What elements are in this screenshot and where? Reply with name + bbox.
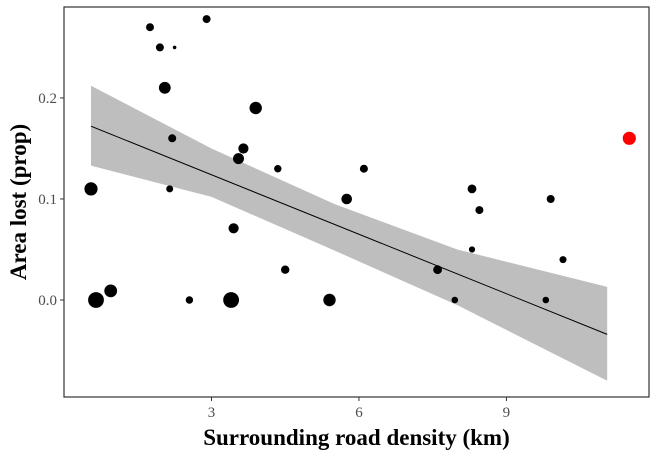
data-point <box>249 101 262 115</box>
data-point <box>359 164 368 173</box>
data-point <box>281 265 290 274</box>
x-tick-label: 3 <box>208 405 216 421</box>
confidence-ribbon <box>91 85 608 381</box>
data-point <box>88 292 104 308</box>
data-point <box>341 193 353 205</box>
data-point <box>158 81 171 94</box>
data-point <box>185 296 194 304</box>
y-tick-label: 0.0 <box>38 293 57 309</box>
plot-area <box>84 15 636 381</box>
data-point <box>104 284 118 298</box>
data-point <box>467 184 477 194</box>
x-axis-title: Surrounding road density (km) <box>203 425 510 450</box>
data-point <box>323 293 336 307</box>
data-point <box>172 45 177 50</box>
data-point <box>233 153 244 165</box>
y-axis-title: Area lost (prop) <box>6 124 31 280</box>
data-point <box>451 296 459 304</box>
data-point <box>84 182 98 196</box>
data-point <box>559 256 567 264</box>
data-point <box>468 246 476 253</box>
data-point <box>542 296 550 304</box>
y-tick-label: 0.1 <box>38 192 57 208</box>
data-point <box>238 143 249 154</box>
data-point <box>146 23 154 32</box>
data-point <box>274 165 282 173</box>
data-point <box>475 206 484 215</box>
x-tick-label: 6 <box>355 405 363 421</box>
data-point <box>223 292 240 308</box>
y-tick-label: 0.2 <box>38 91 57 107</box>
highlighted-data-point <box>622 131 636 145</box>
x-tick-label: 9 <box>503 405 511 421</box>
panel-border <box>63 6 650 398</box>
data-point <box>168 134 177 143</box>
data-point <box>546 195 555 203</box>
data-point <box>202 15 211 24</box>
axes: 3 6 9 0.0 0.1 0.2 <box>38 91 510 421</box>
data-point <box>166 185 174 193</box>
data-point <box>155 43 164 52</box>
data-point <box>228 223 239 234</box>
trend-line <box>90 125 608 335</box>
data-point <box>433 265 442 275</box>
